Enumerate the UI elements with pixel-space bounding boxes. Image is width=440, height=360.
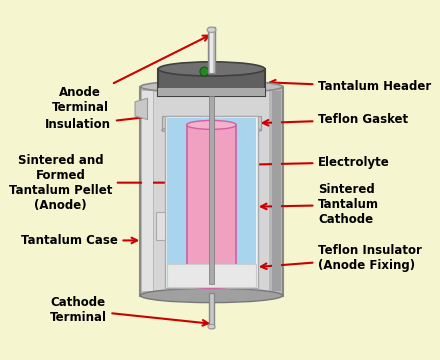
Polygon shape xyxy=(158,87,265,96)
Polygon shape xyxy=(167,118,256,287)
Polygon shape xyxy=(209,96,214,284)
Text: Anode
Terminal: Anode Terminal xyxy=(51,36,209,114)
Ellipse shape xyxy=(162,126,261,135)
Text: Teflon Insulator
(Anode Fixing): Teflon Insulator (Anode Fixing) xyxy=(261,244,422,272)
Bar xyxy=(156,212,165,240)
Text: Cathode
Terminal: Cathode Terminal xyxy=(50,296,208,325)
Polygon shape xyxy=(165,116,258,288)
Polygon shape xyxy=(272,91,281,291)
Polygon shape xyxy=(154,91,269,291)
Text: Tantalum Header: Tantalum Header xyxy=(270,80,431,93)
Ellipse shape xyxy=(207,27,216,32)
Ellipse shape xyxy=(140,288,282,303)
Circle shape xyxy=(200,67,209,76)
Ellipse shape xyxy=(187,121,236,129)
Polygon shape xyxy=(158,69,265,96)
Text: Teflon Gasket: Teflon Gasket xyxy=(263,113,408,126)
Text: Insulation: Insulation xyxy=(45,114,150,131)
Polygon shape xyxy=(140,87,282,296)
Ellipse shape xyxy=(187,279,236,288)
Polygon shape xyxy=(135,98,147,120)
Polygon shape xyxy=(208,27,215,73)
Ellipse shape xyxy=(158,62,265,76)
Text: Tantalum Case: Tantalum Case xyxy=(21,234,137,247)
Polygon shape xyxy=(209,293,214,328)
Polygon shape xyxy=(210,27,213,73)
Polygon shape xyxy=(187,125,236,284)
Polygon shape xyxy=(162,116,261,130)
Text: Sintered
Tantalum
Cathode: Sintered Tantalum Cathode xyxy=(261,183,379,226)
Polygon shape xyxy=(142,91,153,291)
Text: Sintered and
Formed
Tantalum Pellet
(Anode): Sintered and Formed Tantalum Pellet (Ano… xyxy=(9,154,181,212)
Ellipse shape xyxy=(140,81,282,93)
Polygon shape xyxy=(167,264,256,287)
Ellipse shape xyxy=(208,324,215,329)
Text: Electrolyte: Electrolyte xyxy=(243,156,390,169)
